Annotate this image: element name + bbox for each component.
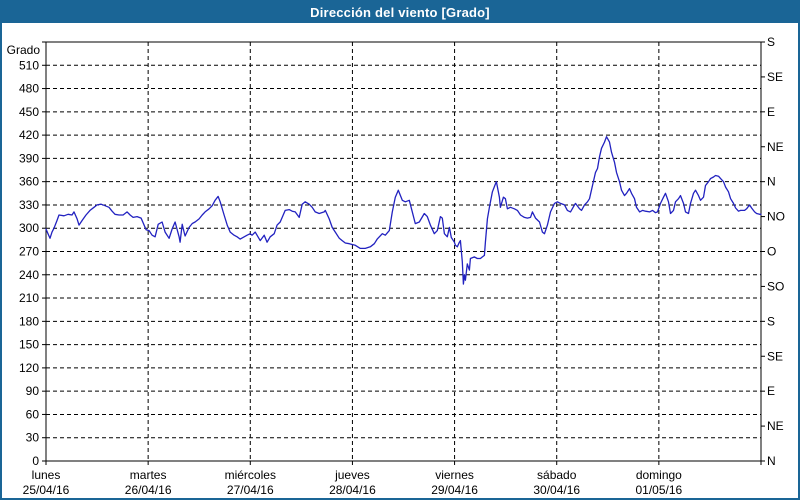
y-left-axis-title: Grado xyxy=(7,43,41,57)
wind-direction-line xyxy=(45,136,762,285)
x-axis-date-label: 26/04/16 xyxy=(125,483,172,497)
x-axis-date-label: 30/04/16 xyxy=(533,483,580,497)
y-left-tick-label: 180 xyxy=(19,314,39,328)
y-left-tick-label: 270 xyxy=(19,245,39,259)
y-right-tick-label: S xyxy=(767,314,775,328)
y-left-tick-label: 330 xyxy=(19,198,39,212)
x-axis-date-label: 29/04/16 xyxy=(431,483,478,497)
y-left-tick-label: 390 xyxy=(19,151,39,165)
y-right-tick-label: SO xyxy=(767,279,784,293)
x-axis-day-label: domingo xyxy=(636,468,682,482)
y-left-tick-label: 420 xyxy=(19,128,39,142)
x-axis-date-label: 01/05/16 xyxy=(635,483,682,497)
page-title: Dirección del viento [Grado] xyxy=(310,5,490,20)
y-right-tick-label: NE xyxy=(767,140,784,154)
y-left-tick-label: 150 xyxy=(19,338,39,352)
x-axis-date-label: 25/04/16 xyxy=(23,483,70,497)
y-left-tick-label: 300 xyxy=(19,221,39,235)
x-axis-day-label: lunes xyxy=(32,468,61,482)
y-right-tick-label: SE xyxy=(767,70,783,84)
y-left-tick-label: 240 xyxy=(19,268,39,282)
y-right-tick-label: E xyxy=(767,105,775,119)
y-left-tick-label: 210 xyxy=(19,291,39,305)
y-right-tick-label: SE xyxy=(767,349,783,363)
x-axis-day-label: viernes xyxy=(435,468,474,482)
y-left-tick-label: 450 xyxy=(19,105,39,119)
y-right-tick-label: N xyxy=(767,175,776,189)
y-left-tick-label: 510 xyxy=(19,58,39,72)
y-left-tick-label: 480 xyxy=(19,82,39,96)
x-axis-day-label: jueves xyxy=(334,468,370,482)
y-left-tick-label: 90 xyxy=(26,384,40,398)
y-left-tick-label: 30 xyxy=(26,431,40,445)
y-left-tick-label: 120 xyxy=(19,361,39,375)
y-right-tick-label: NE xyxy=(767,419,784,433)
y-left-tick-label: 0 xyxy=(32,454,39,468)
x-axis-day-label: martes xyxy=(130,468,167,482)
y-left-tick-label: 360 xyxy=(19,175,39,189)
y-right-tick-label: N xyxy=(767,454,776,468)
y-right-tick-label: S xyxy=(767,35,775,49)
x-axis-day-label: miércoles xyxy=(225,468,276,482)
x-axis-date-label: 27/04/16 xyxy=(227,483,274,497)
x-axis-day-label: sábado xyxy=(537,468,577,482)
y-right-tick-label: NO xyxy=(767,210,785,224)
x-axis-date-label: 28/04/16 xyxy=(329,483,376,497)
title-bar: Dirección del viento [Grado] xyxy=(2,2,798,23)
y-left-tick-label: 60 xyxy=(26,407,40,421)
y-right-tick-label: E xyxy=(767,384,775,398)
y-right-tick-label: O xyxy=(767,245,776,259)
